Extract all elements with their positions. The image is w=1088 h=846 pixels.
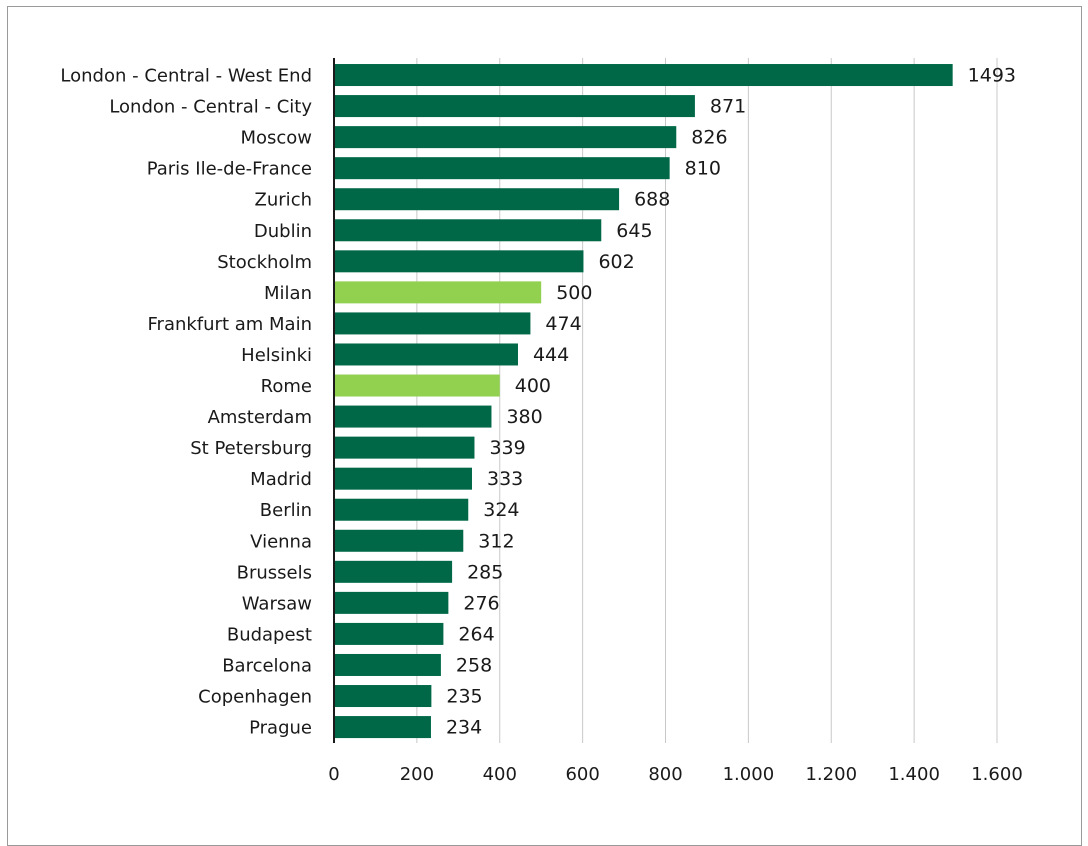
category-label: St Petersburg	[190, 438, 312, 459]
value-label: 645	[616, 220, 652, 242]
category-label: Berlin	[260, 500, 312, 521]
value-label: 285	[467, 561, 503, 583]
category-labels: London - Central - West End London - Cent…	[60, 66, 312, 739]
bar	[334, 126, 677, 149]
category-label: Brussels	[237, 562, 312, 583]
value-label: 400	[515, 375, 551, 397]
x-tick-label: 600	[565, 764, 599, 785]
category-label: Zurich	[255, 190, 312, 211]
bar	[334, 498, 469, 521]
bar	[334, 405, 492, 428]
category-label: Helsinki	[241, 345, 312, 366]
bar	[334, 436, 475, 459]
bar	[334, 64, 953, 87]
x-tick-label: 800	[648, 764, 682, 785]
bar	[334, 622, 444, 645]
x-tick-label: 1.200	[805, 764, 857, 785]
value-label: 264	[458, 623, 494, 645]
value-label: 602	[598, 251, 634, 273]
value-label: 234	[446, 717, 482, 739]
bar	[334, 250, 584, 273]
x-tick-label: 0	[328, 764, 339, 785]
category-label: Amsterdam	[208, 407, 312, 428]
value-label: 258	[456, 654, 492, 676]
x-tick-label: 1.000	[723, 764, 775, 785]
bar	[334, 95, 695, 118]
category-label: Moscow	[240, 128, 312, 149]
category-label: Paris Ile-de-France	[147, 159, 312, 180]
value-label: 1493	[968, 65, 1016, 87]
value-label: 810	[685, 158, 721, 180]
x-tick-label: 200	[400, 764, 434, 785]
value-label: 444	[533, 344, 569, 366]
bar	[334, 529, 464, 552]
bar	[334, 343, 518, 366]
value-label: 871	[710, 96, 746, 118]
category-label: Madrid	[250, 469, 312, 490]
category-label: Milan	[264, 283, 312, 304]
value-label: 312	[478, 530, 514, 552]
category-label: Barcelona	[222, 655, 312, 676]
category-label: Prague	[249, 718, 312, 739]
value-label: 500	[556, 282, 592, 304]
bars	[334, 64, 953, 739]
category-label: Copenhagen	[198, 687, 312, 708]
category-label: London - Central - West End	[60, 66, 312, 87]
bar	[334, 312, 531, 335]
value-label: 688	[634, 189, 670, 211]
x-tick-labels: 0 200 400 600 800 1.000 1.200 1.400 1.600	[328, 764, 1022, 785]
bar	[334, 281, 542, 304]
bar	[334, 374, 500, 397]
category-label: Rome	[261, 376, 312, 397]
bar-chart: London - Central - West End London - Cent…	[60, 58, 1023, 785]
value-label: 380	[506, 406, 542, 428]
value-label: 235	[446, 686, 482, 708]
value-label: 333	[487, 468, 523, 490]
category-label: Warsaw	[242, 593, 312, 614]
value-label: 324	[483, 499, 519, 521]
bar	[334, 467, 472, 490]
bar	[334, 685, 432, 708]
category-label: Stockholm	[217, 252, 312, 273]
value-label: 474	[545, 313, 581, 335]
x-tick-label: 1.400	[888, 764, 940, 785]
bar	[334, 560, 453, 583]
bar	[334, 591, 449, 614]
category-label: London - Central - City	[109, 97, 312, 118]
x-tick-label: 400	[483, 764, 517, 785]
value-label: 276	[463, 592, 499, 614]
category-label: Budapest	[227, 624, 312, 645]
value-label: 339	[489, 437, 525, 459]
bar	[334, 219, 602, 242]
category-label: Frankfurt am Main	[148, 314, 313, 335]
value-labels: 1493 871 826 810 688 645 602 500 474 444 400 380 339…	[446, 65, 1016, 739]
bar	[334, 188, 620, 211]
value-label: 826	[691, 127, 727, 149]
category-label: Vienna	[250, 531, 312, 552]
bar	[334, 157, 670, 180]
bar	[334, 653, 441, 676]
bar	[334, 716, 431, 739]
category-label: Dublin	[254, 221, 312, 242]
x-tick-label: 1.600	[971, 764, 1023, 785]
